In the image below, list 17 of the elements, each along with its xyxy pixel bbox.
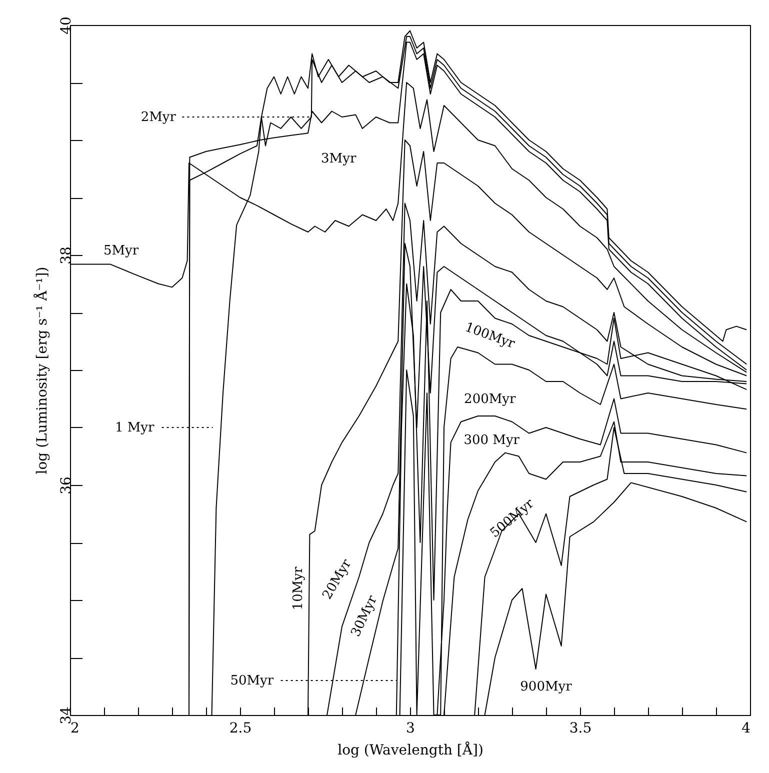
y-axis-title: log (Luminosity [erg s⁻¹ Å⁻¹]) [34, 266, 50, 474]
annotation: 900Myr [520, 679, 573, 694]
x-tick-label: 2.5 [229, 720, 252, 736]
x-tick-label: 2 [70, 720, 80, 736]
annotation: 10Myr [290, 566, 306, 610]
y-tick-label: 40 [58, 16, 74, 34]
annotation: 3Myr [321, 151, 357, 166]
annotation: 300 Myr [464, 433, 520, 448]
annotation: 1 Myr [114, 420, 156, 436]
annotation: 5Myr [103, 243, 140, 258]
annotation: 50Myr [230, 674, 274, 688]
annotation: 2Myr [140, 110, 177, 125]
x-tick-label: 3.5 [569, 720, 592, 736]
x-tick-label: 3 [406, 720, 415, 736]
x-tick-label: 4 [742, 720, 751, 736]
annotation: 200Myr [464, 392, 517, 407]
x-axis-title: log (Wavelength [Å]) [338, 742, 484, 758]
